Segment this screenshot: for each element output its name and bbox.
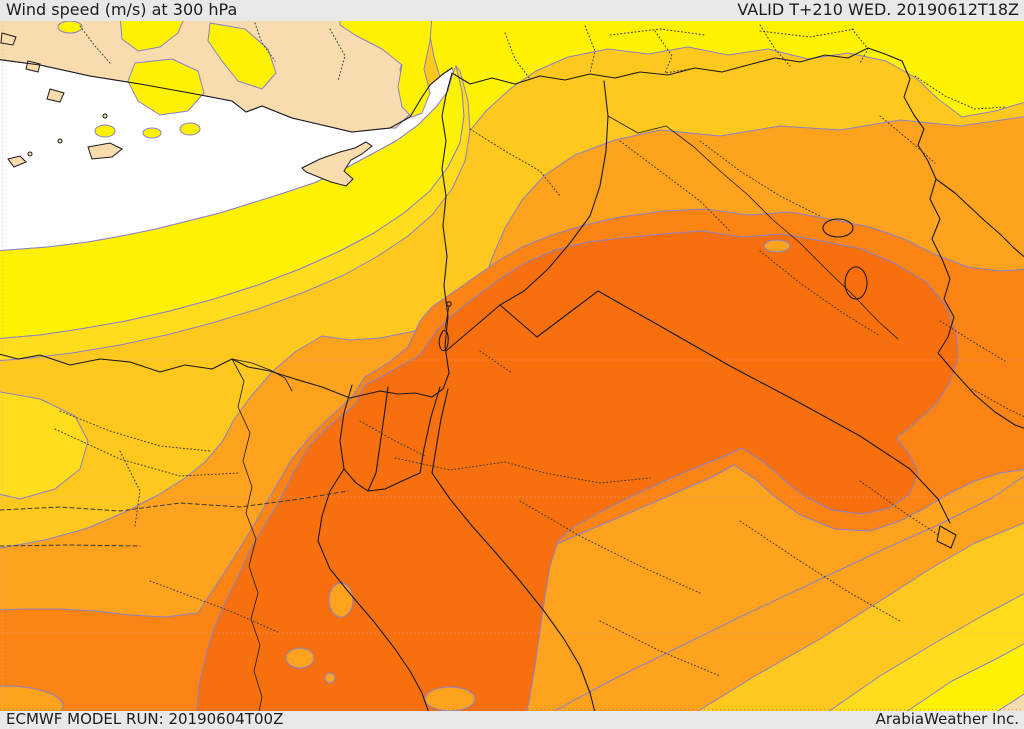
border-turkey-syria bbox=[451, 47, 903, 85]
river-nile bbox=[231, 358, 263, 711]
graticule bbox=[0, 21, 1024, 711]
wind-speed-contour-map bbox=[0, 21, 1024, 711]
border-jordan-saudi-iraq-zigzag bbox=[445, 290, 951, 524]
coast-gulf-of-suez bbox=[339, 384, 369, 492]
border-iran-northeast bbox=[935, 178, 1024, 258]
island-cyprus bbox=[301, 141, 373, 187]
lake-urmia bbox=[844, 266, 868, 300]
coast-turkey-south bbox=[0, 59, 453, 133]
island-dot bbox=[27, 151, 33, 157]
band-yellow-patch-antalya bbox=[339, 21, 433, 118]
island-rhodes bbox=[87, 142, 123, 160]
band-orange-oval bbox=[285, 647, 315, 669]
lake-van bbox=[822, 218, 854, 238]
band-yellow-stripe-se bbox=[906, 643, 1024, 711]
coast-levant-egypt bbox=[0, 72, 453, 399]
band-orange-oval bbox=[324, 672, 336, 684]
island-dot bbox=[102, 113, 108, 119]
island-aegean bbox=[7, 155, 27, 168]
coast-red-sea-egypt bbox=[317, 468, 429, 711]
coast-sinai-west bbox=[367, 386, 389, 492]
contour-bands bbox=[0, 21, 1024, 711]
band-yellow-dot bbox=[57, 21, 83, 34]
jordan-river bbox=[444, 305, 450, 330]
band-yellow-dot bbox=[179, 122, 201, 136]
coast-red-sea-saudi bbox=[431, 388, 596, 711]
island-aegean bbox=[0, 32, 17, 46]
band-yellow-patch-west bbox=[119, 21, 184, 52]
island-dot bbox=[57, 138, 63, 144]
header-bar: Wind speed (m/s) at 300 hPa VALID T+210 … bbox=[0, 0, 1024, 21]
river-euphrates bbox=[607, 115, 899, 340]
country-borders bbox=[0, 47, 1024, 711]
map-canvas bbox=[0, 21, 1024, 711]
border-turkey-iraq-iran bbox=[901, 60, 1024, 429]
footer-bar: ECMWF MODEL RUN: 20190604T00Z ArabiaWeat… bbox=[0, 711, 1024, 729]
dead-sea bbox=[438, 330, 449, 352]
coast-gulf-of-aqaba bbox=[419, 386, 441, 474]
band-yellow-patch-mid bbox=[207, 22, 277, 90]
band-deeporange-core bbox=[196, 230, 959, 711]
band-orange-corner-sw bbox=[0, 685, 64, 711]
band-orange-oval bbox=[424, 686, 476, 711]
islands bbox=[0, 32, 373, 187]
band-yellow-dot bbox=[94, 124, 116, 138]
river-nile-delta bbox=[231, 358, 293, 392]
band-lightgold-blob-egypt bbox=[0, 391, 89, 500]
valid-time-label: VALID T+210 WED. 20190612T18Z bbox=[737, 0, 1019, 19]
band-orange-oval bbox=[328, 582, 354, 618]
coast-sinai-south bbox=[367, 472, 421, 492]
band-lightgold-stripe bbox=[0, 65, 471, 362]
band-tan-corner-se bbox=[996, 693, 1024, 711]
island-aegean bbox=[46, 88, 65, 103]
band-yellow-dot bbox=[142, 127, 162, 139]
band-orange-oval bbox=[763, 239, 791, 253]
page-title: Wind speed (m/s) at 300 hPa bbox=[6, 0, 238, 19]
band-yellow-patch-south bbox=[127, 58, 205, 116]
admin-borders bbox=[0, 22, 1024, 677]
border-syria-iraq bbox=[499, 80, 609, 306]
model-run-label: ECMWF MODEL RUN: 20190604T00Z bbox=[6, 710, 284, 728]
coast-kuwait bbox=[936, 525, 957, 549]
provider-label: ArabiaWeather Inc. bbox=[875, 710, 1019, 728]
